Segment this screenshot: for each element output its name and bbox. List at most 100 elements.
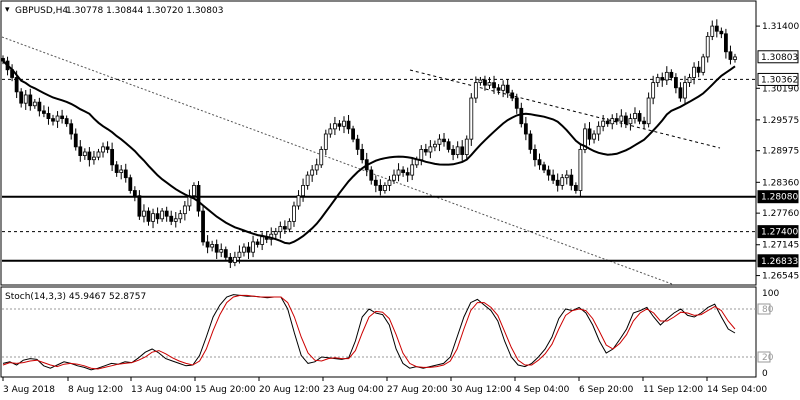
candle-body bbox=[673, 77, 678, 89]
stoch-level-box bbox=[757, 351, 771, 363]
candle-body bbox=[333, 123, 337, 130]
candle-body bbox=[714, 25, 719, 32]
price-tick-label: 1.31400 bbox=[762, 22, 799, 32]
candle-body bbox=[460, 146, 465, 155]
candle-body bbox=[451, 149, 456, 155]
candle-body bbox=[705, 35, 710, 58]
stoch-signal-line bbox=[2, 294, 736, 370]
candle-body bbox=[301, 184, 305, 197]
time-tick-label: 15 Aug 20:00 bbox=[195, 385, 256, 395]
price-label-text: 1.26833 bbox=[761, 257, 798, 267]
candle-body bbox=[242, 246, 246, 253]
candle-body bbox=[578, 149, 583, 191]
candle-body bbox=[587, 128, 592, 140]
time-tick-label: 3 Aug 2018 bbox=[3, 385, 55, 395]
time-tick-label: 4 Sep 04:00 bbox=[515, 385, 570, 395]
symbol-icon: ▾ bbox=[5, 5, 10, 15]
candle-body bbox=[292, 205, 296, 222]
candle-body bbox=[619, 115, 624, 122]
candle-body bbox=[669, 71, 674, 78]
candle-body bbox=[533, 149, 537, 161]
candle-body bbox=[724, 33, 728, 53]
candle-body bbox=[664, 71, 669, 81]
candle-body bbox=[510, 92, 515, 99]
candle-body bbox=[128, 177, 133, 191]
candle-body bbox=[178, 213, 183, 220]
candle-body bbox=[464, 138, 469, 155]
candle-body bbox=[473, 82, 478, 99]
stoch-levels bbox=[2, 308, 756, 358]
candle-body bbox=[110, 149, 115, 166]
candle-body bbox=[405, 172, 410, 176]
candle-body bbox=[346, 120, 351, 130]
candle-body bbox=[592, 133, 596, 140]
candle-body bbox=[219, 249, 224, 253]
candle-body bbox=[469, 97, 474, 140]
price-tick-label: 1.26545 bbox=[762, 272, 799, 282]
candle-body bbox=[42, 110, 46, 114]
candle-body bbox=[164, 210, 169, 217]
candle-body bbox=[78, 146, 83, 156]
candle-body bbox=[232, 256, 237, 263]
candle-body bbox=[564, 174, 569, 179]
candle-body bbox=[87, 151, 92, 161]
time-tick-label: 20 Aug 12:00 bbox=[259, 385, 320, 395]
candle-body bbox=[146, 210, 151, 222]
candle-body bbox=[273, 231, 278, 235]
price-tick-label: 1.27145 bbox=[762, 241, 799, 251]
candle-body bbox=[210, 244, 215, 248]
price-tick-label: 1.30190 bbox=[762, 84, 799, 94]
candle-body bbox=[101, 146, 105, 153]
stoch-level-box bbox=[757, 303, 771, 315]
trendline-long bbox=[1, 36, 673, 285]
candle-body bbox=[196, 184, 201, 212]
candle-body bbox=[478, 79, 483, 84]
candle-body bbox=[105, 146, 110, 150]
candle-body bbox=[355, 138, 360, 150]
candle-body bbox=[496, 87, 501, 91]
candle-body bbox=[319, 149, 324, 166]
candle-body bbox=[383, 184, 387, 191]
candle-body bbox=[55, 115, 60, 122]
candle-body bbox=[696, 66, 701, 73]
price-labels: 1.30803 1.30362 1.28080 1.27400 1.26833 bbox=[757, 50, 799, 268]
candle-body bbox=[583, 128, 587, 150]
candle-body bbox=[373, 179, 378, 186]
candle-body bbox=[537, 159, 542, 166]
candle-body bbox=[514, 97, 519, 109]
price-label-box bbox=[757, 50, 799, 64]
candle-body bbox=[278, 226, 283, 233]
price-label-text: 1.27400 bbox=[761, 228, 798, 238]
symbol-label: GBPUSD,H4 bbox=[15, 6, 68, 16]
candle-body bbox=[601, 120, 606, 127]
price-label-text: 1.30362 bbox=[761, 75, 798, 85]
price-axis: 1.31400 1.30190 1.29575 1.28975 1.28360 1.277… bbox=[756, 22, 799, 282]
candle-body bbox=[214, 244, 219, 253]
ohlc-readout: 1.30778 1.30844 1.30720 1.30803 bbox=[66, 6, 223, 16]
price-panel bbox=[0, 0, 757, 286]
stoch-tick-label: 20 bbox=[762, 353, 774, 363]
candle-body bbox=[360, 149, 365, 161]
candle-body bbox=[310, 169, 315, 176]
time-tick-label: 23 Aug 04:00 bbox=[323, 385, 384, 395]
candle-body bbox=[351, 128, 355, 140]
candle-body bbox=[323, 133, 328, 150]
candle-body bbox=[633, 113, 637, 119]
candle-body bbox=[623, 115, 628, 125]
price-label-box bbox=[757, 72, 799, 86]
candle-body bbox=[719, 30, 724, 35]
candle-body bbox=[137, 195, 142, 217]
stoch-axis: 100 80 20 0 bbox=[757, 289, 779, 379]
price-label-box bbox=[757, 225, 799, 239]
candlesticks bbox=[1, 19, 737, 269]
candle-body bbox=[428, 146, 433, 153]
candle-body bbox=[728, 51, 733, 60]
candle-body bbox=[37, 101, 42, 112]
horizontal-levels bbox=[2, 78, 756, 262]
candle-body bbox=[642, 120, 646, 125]
candle-body bbox=[483, 79, 487, 86]
candle-body bbox=[555, 179, 560, 186]
candle-body bbox=[173, 218, 178, 222]
price-tick-label: 1.27760 bbox=[762, 209, 799, 219]
time-tick-label: 30 Aug 12:00 bbox=[451, 385, 512, 395]
